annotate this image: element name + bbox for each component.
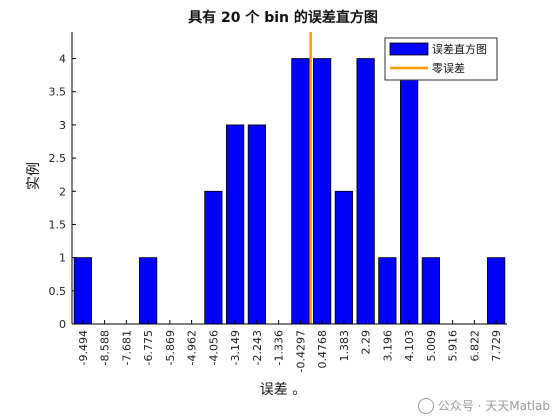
y-axis-label: 实例 bbox=[26, 162, 42, 190]
histogram-bar bbox=[247, 124, 266, 325]
histogram-bar bbox=[73, 257, 92, 325]
x-tick-label: 4.103 bbox=[403, 330, 416, 362]
legend: 误差直方图 零误差 bbox=[384, 37, 498, 81]
x-tick-label: -7.681 bbox=[120, 330, 133, 365]
y-tick-label: 0.5 bbox=[49, 285, 67, 298]
x-tick-label: 5.009 bbox=[425, 330, 438, 362]
x-tick-label: 6.822 bbox=[468, 330, 481, 362]
x-tick-label: -3.149 bbox=[229, 330, 242, 365]
histogram-bar bbox=[139, 257, 158, 325]
x-tick-label: 1.383 bbox=[338, 330, 351, 362]
x-tick-label: -1.336 bbox=[273, 330, 286, 365]
x-axis-label: 误差 。 bbox=[260, 382, 306, 398]
histogram-bar bbox=[400, 58, 419, 325]
x-tick-label: -6.775 bbox=[142, 330, 155, 365]
chart-title: 具有 20 个 bin 的误差直方图 bbox=[187, 9, 378, 26]
legend-swatch-histogram bbox=[389, 42, 429, 56]
legend-box bbox=[384, 37, 498, 81]
x-tick-label: 2.29 bbox=[360, 330, 373, 355]
plot-area: 0 0.5 1 1.5 2 2.5 3 3.5 4 -9.494 -8.588 -7.681 -6.77… bbox=[49, 32, 507, 372]
legend-label-histogram: 误差直方图 bbox=[432, 42, 487, 56]
x-tick-label: 3.196 bbox=[381, 330, 394, 362]
histogram-bar bbox=[487, 257, 506, 325]
histogram-bar bbox=[378, 257, 397, 325]
y-tick-label: 3.5 bbox=[49, 86, 67, 99]
y-tick-label: 4 bbox=[59, 53, 66, 66]
x-tick-label: 7.729 bbox=[490, 330, 503, 362]
y-tick-label: 1.5 bbox=[49, 218, 67, 231]
histogram-bar bbox=[204, 190, 223, 325]
legend-label-zero-error: 零误差 bbox=[432, 61, 465, 75]
y-tick-label: 0 bbox=[59, 318, 66, 331]
x-tick-label: -4.962 bbox=[186, 330, 199, 365]
watermark-text: 公众号 · 天天Matlab bbox=[437, 399, 550, 413]
y-tick-label: 2 bbox=[59, 185, 66, 198]
x-tick-label: 0.4768 bbox=[316, 330, 329, 369]
y-tick-label: 2.5 bbox=[49, 152, 67, 165]
histogram-bar bbox=[421, 257, 440, 325]
x-tick-label: -4.056 bbox=[207, 330, 220, 365]
x-tick-label: -9.494 bbox=[77, 330, 90, 365]
watermark: 公众号 · 天天Matlab bbox=[417, 397, 550, 414]
y-tick-label: 3 bbox=[59, 119, 66, 132]
x-tick-label: -2.243 bbox=[251, 330, 264, 365]
histogram-bar bbox=[313, 58, 332, 325]
histogram-bar bbox=[226, 124, 245, 325]
x-tick-label: -0.4297 bbox=[294, 330, 307, 372]
histogram-bar bbox=[291, 58, 310, 325]
y-tick-label: 1 bbox=[59, 252, 66, 265]
x-tick-label: -8.588 bbox=[99, 330, 112, 365]
x-tick-label: 5.916 bbox=[447, 330, 460, 362]
wechat-icon bbox=[417, 397, 434, 414]
histogram-bar bbox=[334, 190, 353, 325]
histogram-bar bbox=[356, 58, 375, 325]
x-tick-label: -5.869 bbox=[164, 330, 177, 365]
